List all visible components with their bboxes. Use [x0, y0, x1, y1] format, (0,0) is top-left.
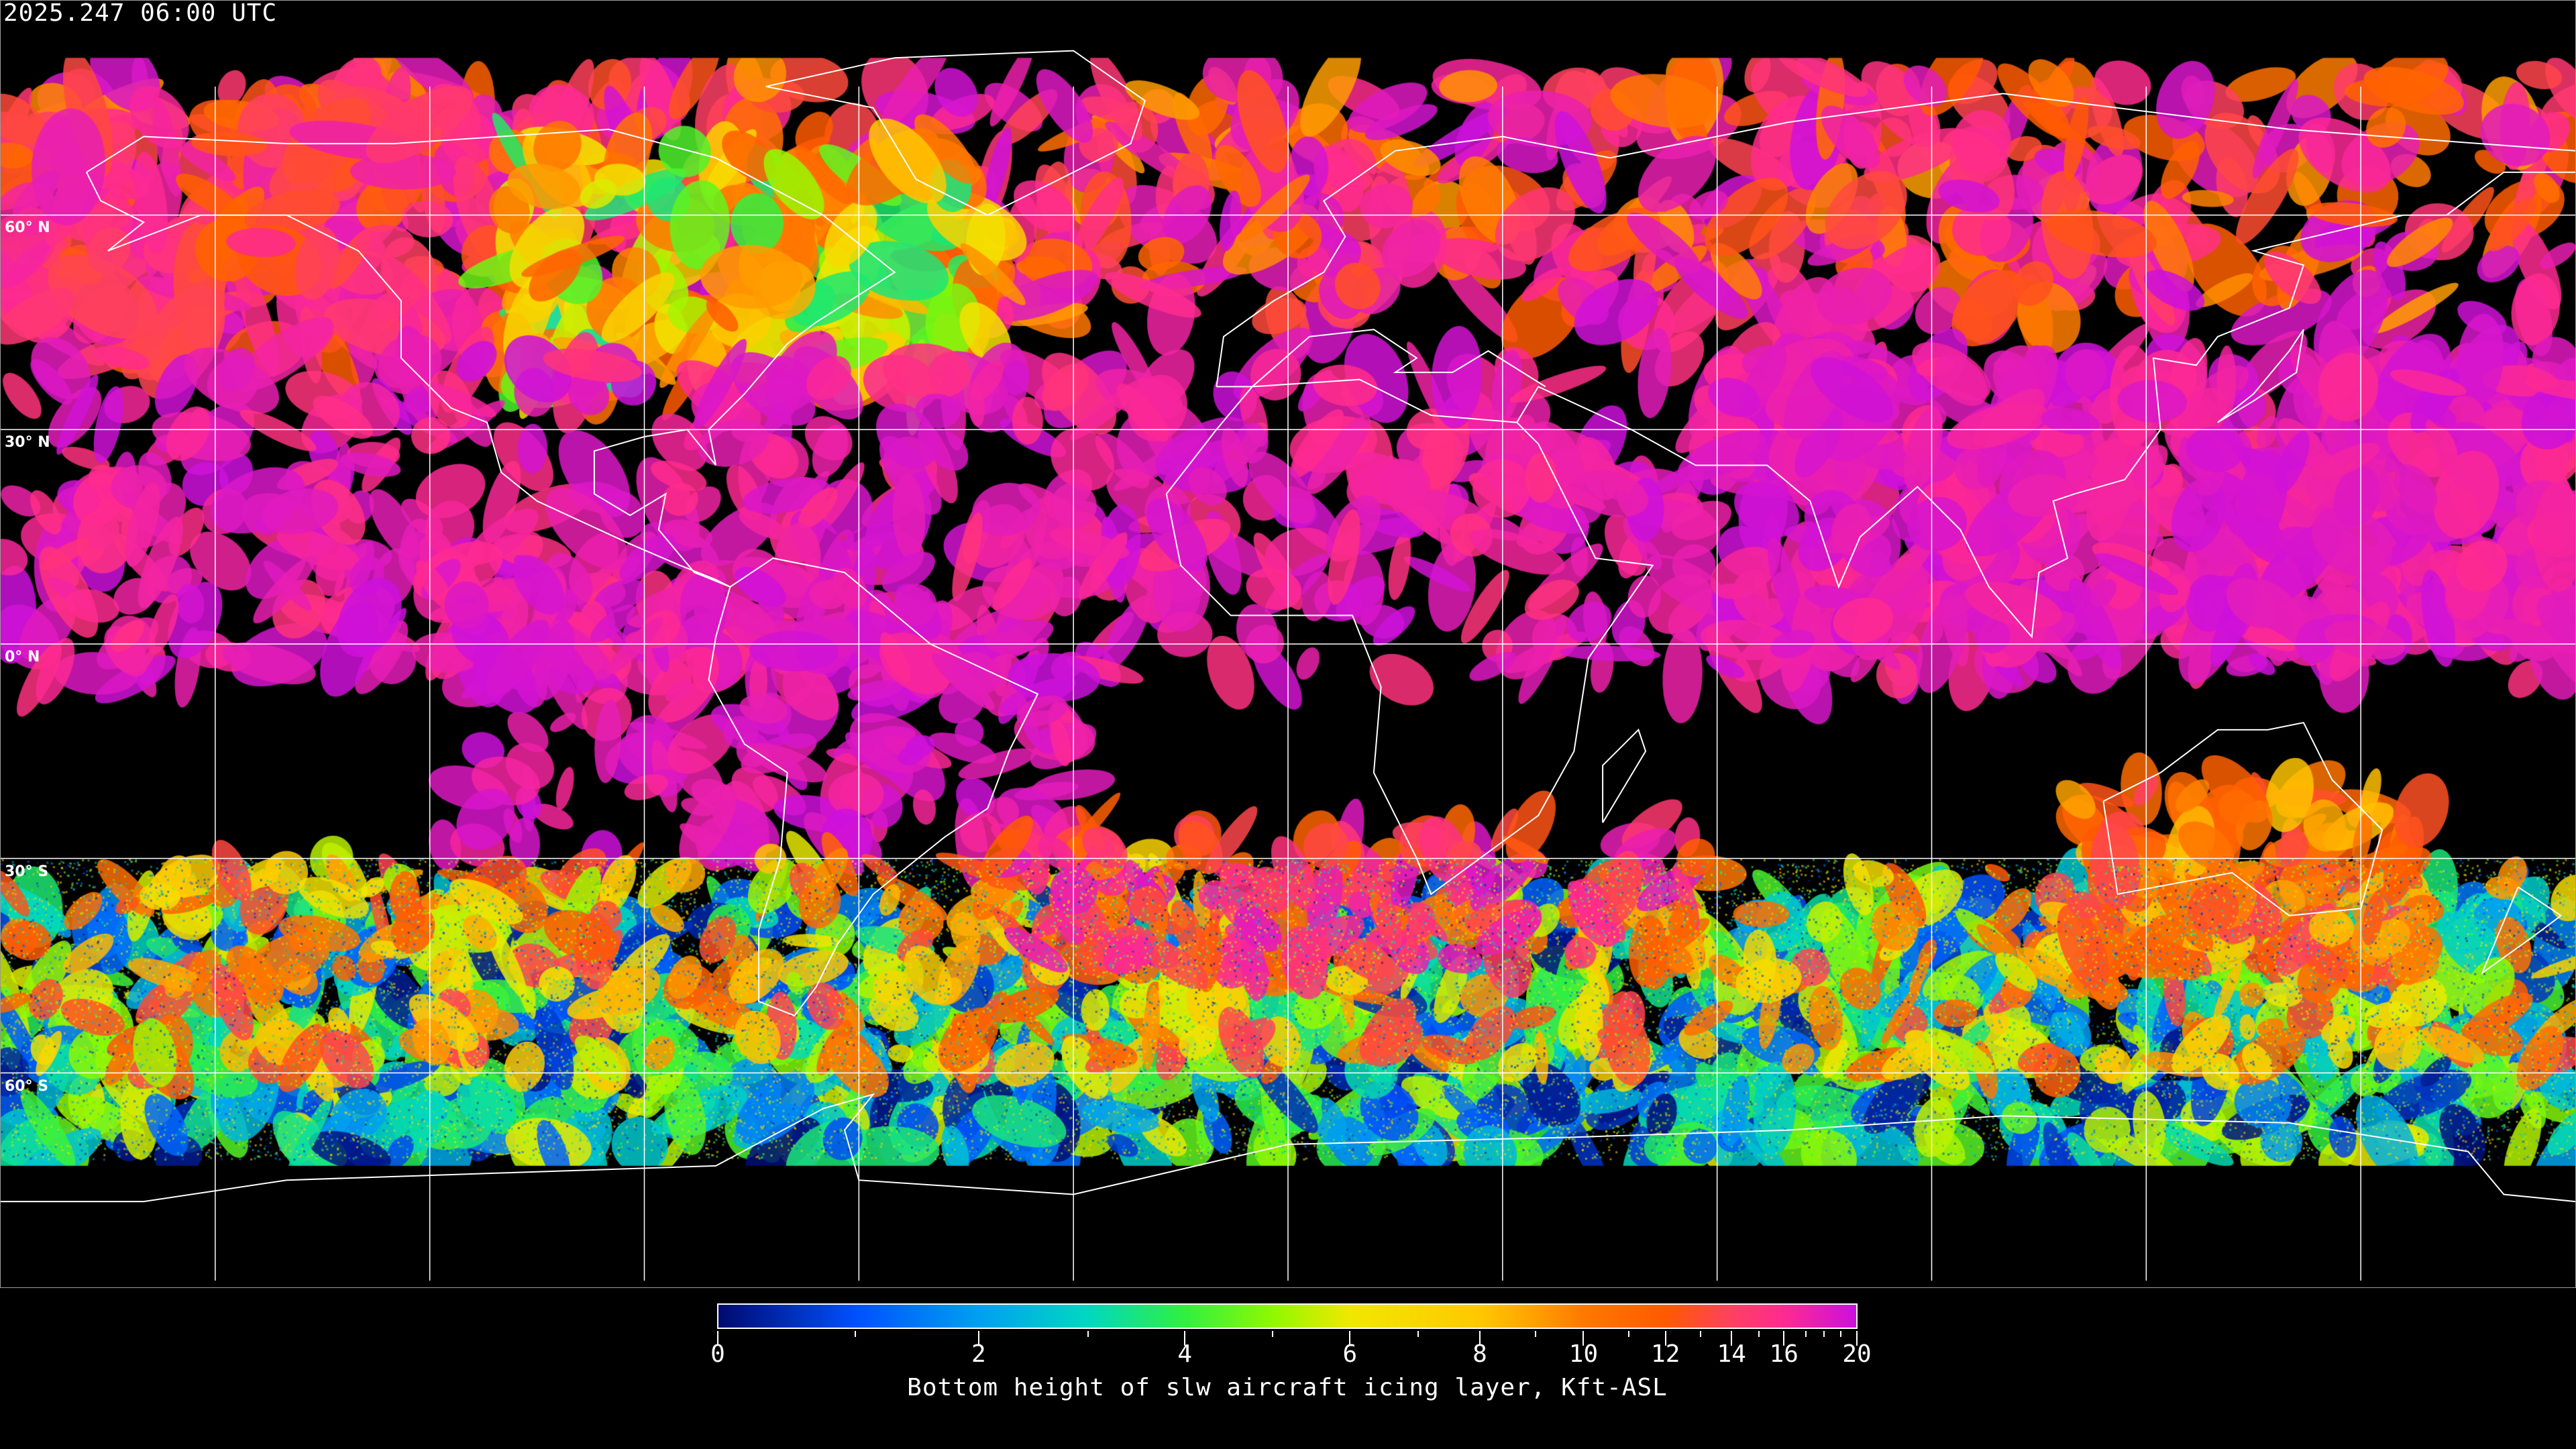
colorbar-tick-label: 16: [1769, 1340, 1799, 1368]
lat-label-0n: 0° N: [5, 649, 40, 665]
coastline: [2217, 329, 2304, 423]
colorbar-major-tick: [1349, 1331, 1351, 1346]
colorbar-tick-label: 0: [710, 1340, 725, 1368]
coastline: [765, 50, 1146, 216]
map-overlay: [1, 50, 2575, 1281]
colorbar-major-tick: [977, 1331, 979, 1346]
colorbar-minor-tick: [1805, 1331, 1807, 1337]
lat-label-30n: 30° N: [5, 434, 50, 451]
coastline: [1216, 329, 1546, 388]
coastline: [1216, 93, 2575, 387]
colorbar-tick-label: 12: [1651, 1340, 1680, 1368]
coastline: [86, 128, 896, 588]
colorbar-minor-tick: [1758, 1331, 1760, 1337]
coastline: [2102, 722, 2383, 916]
colorbar-major-tick: [1479, 1331, 1481, 1346]
coastline: [1602, 729, 1647, 823]
map-panel: 2025.247 06:00 UTC 60° N 30° N 0° N 30° …: [0, 0, 2576, 1288]
colorbar-tick-label: 8: [1472, 1340, 1487, 1368]
lat-label-60s: 60° S: [5, 1078, 49, 1095]
lat-label-30s: 30° S: [5, 863, 49, 880]
colorbar-minor-tick: [1823, 1331, 1825, 1337]
colorbar-major-tick: [1856, 1331, 1858, 1346]
colorbar-minor-tick: [1087, 1331, 1089, 1337]
coastline: [1, 1093, 2575, 1203]
graticule: [1, 87, 2575, 1281]
lat-label-60n: 60° N: [5, 219, 50, 236]
colorbar-tick-label: 4: [1177, 1340, 1193, 1368]
colorbar: [717, 1303, 1858, 1329]
colorbar-tick-label: 10: [1568, 1340, 1599, 1368]
coastlines: [1, 50, 2575, 1203]
colorbar-tick-label: 6: [1342, 1340, 1358, 1368]
colorbar-tick-label: 2: [971, 1340, 986, 1368]
coastline: [1165, 378, 1654, 896]
colorbar-tick-label: 20: [1842, 1340, 1872, 1368]
colorbar-minor-tick: [1417, 1331, 1419, 1337]
colorbar-major-tick: [1582, 1331, 1585, 1346]
coastline: [1516, 171, 2575, 639]
colorbar-minor-tick: [1628, 1331, 1630, 1337]
coastline: [708, 557, 1039, 1017]
colorbar-major-tick: [1783, 1331, 1785, 1346]
colorbar-minor-tick: [1535, 1331, 1537, 1337]
colorbar-major-tick: [1731, 1331, 1733, 1346]
colorbar-minor-tick: [1700, 1331, 1702, 1337]
timestamp-title: 2025.247 06:00 UTC: [3, 0, 278, 27]
colorbar-major-tick: [717, 1331, 718, 1346]
colorbar-caption: Bottom height of slw aircraft icing laye…: [907, 1374, 1668, 1401]
colorbar-tick-label: 14: [1717, 1340, 1746, 1368]
colorbar-minor-tick: [855, 1331, 857, 1337]
colorbar-minor-tick: [1840, 1331, 1842, 1337]
coastline: [2481, 886, 2563, 975]
colorbar-minor-tick: [1271, 1331, 1273, 1337]
colorbar-major-tick: [1664, 1331, 1666, 1346]
colorbar-major-tick: [1184, 1331, 1186, 1346]
